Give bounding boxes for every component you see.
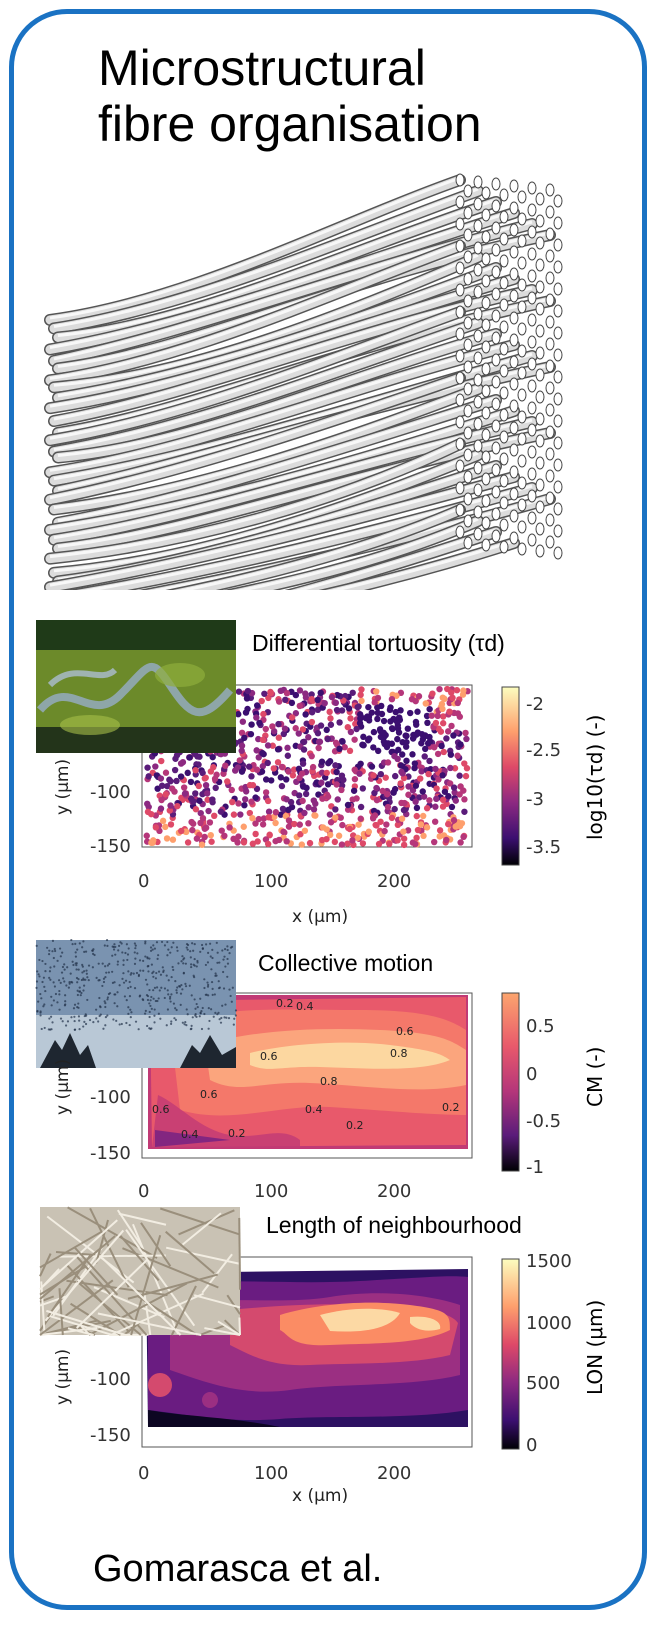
collective-motion-panel: Collective motion 0.8 0.8 0.6 0.6 0.6 0.… [35,938,607,1202]
contour-label: 0.8 [320,1075,338,1088]
contour-label: 0.6 [200,1088,218,1101]
x-tick-0: 0 [138,1463,149,1484]
y-tick-100: -100 [90,782,131,803]
cb-tick-2: 1000 [526,1313,572,1334]
cb-tick-1: 1500 [526,1251,572,1272]
y-tick-100: -100 [90,1087,131,1108]
x-tick-200: 200 [377,871,411,892]
collective-motion-title: Collective motion [258,950,433,976]
x-tick-0: 0 [138,871,149,892]
x-axis-label: x (μm) [292,907,348,927]
neighbourhood-colorbar [501,1258,520,1450]
colorbar-label: LON (μm) [583,1300,607,1395]
tortuosity-colorbar [501,686,520,866]
rounded-frame [9,9,647,1610]
title-line-2: fibre organisation [98,96,482,152]
y-tick-150: -150 [90,1425,131,1446]
tortuosity-panel: Differential tortuosity (τd) -100 -150 y… [36,620,607,927]
contour-labels: 0.8 0.8 0.6 0.6 0.6 0.4 0.4 0.2 0.2 0.2 … [152,997,460,1141]
contour-label: 0.4 [296,1000,314,1013]
collective-contour-map [148,995,468,1149]
collective-colorbar [501,992,520,1172]
contour-label: 0.2 [228,1127,246,1140]
tortuosity-title: Differential tortuosity (τd) [252,630,505,656]
author-credit: Gomarasca et al. [93,1548,383,1590]
colorbar-label: CM (-) [583,1047,607,1107]
y-tick-150: -150 [90,836,131,857]
y-tick-100: -100 [90,1369,131,1390]
neighbourhood-title: Length of neighbourhood [266,1212,522,1238]
cb-tick-4: -1 [526,1157,544,1178]
y-axis-label: y (μm) [53,1349,73,1405]
river-meander-photo [36,620,236,753]
cb-tick-3: 500 [526,1373,560,1394]
cb-tick-1: 0.5 [526,1016,555,1037]
contour-label: 0.6 [260,1050,278,1063]
cb-tick-3: -3 [526,789,544,810]
cb-tick-1: -2 [526,694,544,715]
cb-tick-3: -0.5 [526,1111,561,1132]
contour-label: 0.2 [442,1101,460,1114]
contour-label: 0.4 [181,1128,199,1141]
y-axis-label: y (μm) [53,1059,73,1115]
contour-label: 0.4 [305,1103,323,1116]
cb-tick-2: 0 [526,1064,537,1085]
x-tick-200: 200 [377,1181,411,1202]
x-tick-100: 100 [254,871,288,892]
contour-label: 0.2 [346,1119,364,1132]
x-tick-100: 100 [254,1181,288,1202]
contour-label: 0.2 [276,997,294,1010]
x-tick-200: 200 [377,1463,411,1484]
y-tick-150: -150 [90,1143,131,1164]
page-title: Microstructural fibre organisation [98,40,482,152]
x-tick-0: 0 [138,1181,149,1202]
contour-label: 0.6 [152,1103,170,1116]
straw-fibres-photo [39,1206,241,1336]
colorbar-label: log10(τd) (-) [583,715,607,840]
cb-tick-4: 0 [526,1435,537,1456]
contour-label: 0.6 [396,1025,414,1038]
y-axis-label: y (μm) [53,759,73,815]
fibre-bundle-illustration [44,173,563,590]
x-axis-label: x (μm) [292,1486,348,1506]
neighbourhood-panel: Length of neighbourhood -100 -150 y (μm)… [39,1206,607,1506]
cb-tick-4: -3.5 [526,837,561,858]
contour-label: 0.8 [390,1047,408,1060]
tortuosity-scatter [143,685,471,849]
starling-flock-photo [35,938,238,1068]
title-line-1: Microstructural [98,40,426,96]
x-tick-100: 100 [254,1463,288,1484]
cb-tick-2: -2.5 [526,740,561,761]
